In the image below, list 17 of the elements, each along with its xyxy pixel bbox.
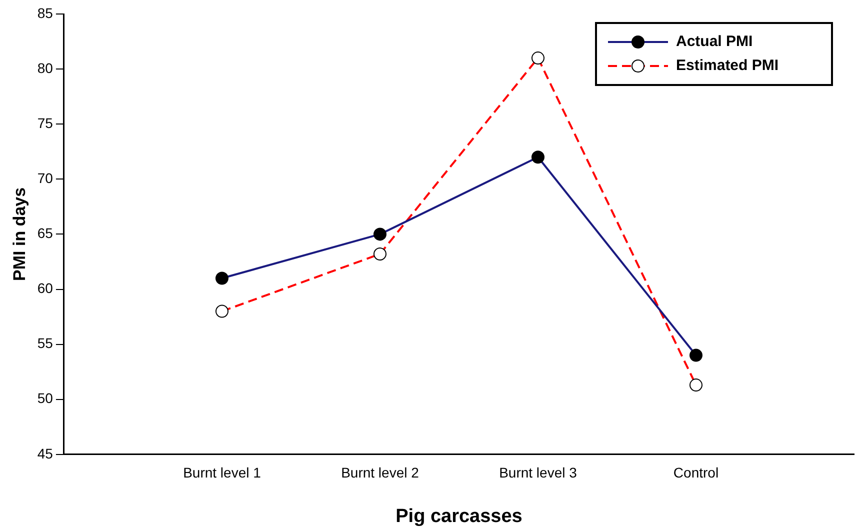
y-tick-label: 55	[37, 335, 54, 352]
x-tick-label: Control	[673, 464, 719, 481]
y-tick-label: 70	[37, 170, 54, 186]
y-axis-title: PMI in days	[10, 187, 29, 281]
y-tick-label: 50	[37, 390, 54, 406]
legend-label: Actual PMI	[676, 33, 753, 50]
y-tick-label: 45	[37, 445, 54, 462]
x-axis-title: Pig carcasses	[396, 506, 522, 527]
x-tick-label: Burnt level 1	[183, 464, 262, 481]
y-tick-label: 65	[37, 225, 54, 242]
y-tick-label: 85	[37, 4, 54, 21]
x-tick-label: Burnt level 3	[499, 464, 578, 481]
y-tick-label: 80	[37, 60, 54, 76]
legend-label: Estimated PMI	[676, 57, 779, 74]
y-tick-label: 75	[37, 114, 54, 131]
x-tick-label: Burnt level 2	[341, 464, 420, 481]
y-tick-label: 60	[37, 280, 54, 296]
